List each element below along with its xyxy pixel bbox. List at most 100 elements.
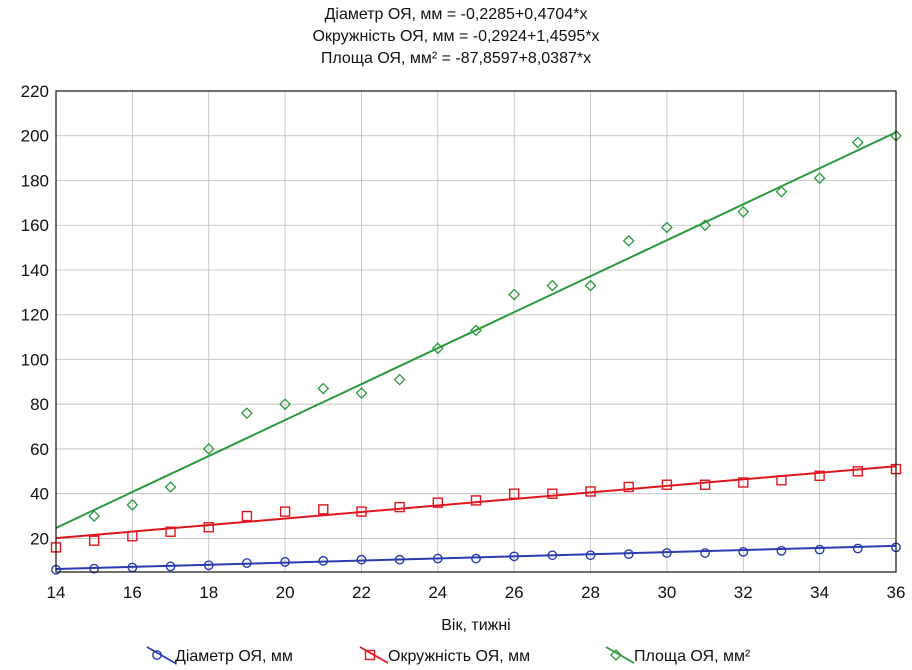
data-point-series-1 — [852, 543, 863, 554]
data-point-series-1 — [471, 553, 481, 564]
x-tick-label: 16 — [123, 583, 142, 602]
x-tick-label: 28 — [581, 583, 600, 602]
data-point-series-2 — [623, 481, 634, 493]
fit-lines — [55, 131, 897, 570]
legend-label-3: Площа ОЯ, мм² — [634, 648, 751, 665]
data-point-series-1 — [356, 554, 367, 565]
y-tick-label: 80 — [30, 395, 49, 414]
y-tick-label: 220 — [21, 82, 49, 101]
x-tick-label: 20 — [276, 583, 295, 602]
data-point-series-3 — [164, 481, 177, 493]
data-point-series-3 — [660, 221, 673, 234]
data-point-series-1 — [280, 557, 290, 567]
data-point-series-2 — [203, 522, 214, 533]
data-point-series-1 — [776, 545, 787, 556]
data-point-series-3 — [240, 407, 253, 420]
y-tick-label: 40 — [30, 485, 49, 504]
data-point-series-2 — [738, 477, 749, 488]
data-point-series-3 — [622, 234, 635, 247]
data-point-series-2 — [432, 497, 444, 508]
legend-line-3 — [605, 646, 635, 664]
data-point-series-2 — [279, 506, 291, 517]
x-tick-label: 26 — [505, 583, 524, 602]
data-point-series-3 — [470, 324, 482, 337]
y-tick-label: 120 — [21, 306, 49, 325]
data-point-series-2 — [470, 495, 482, 506]
x-tick-label: 18 — [199, 583, 218, 602]
x-tick-label: 24 — [428, 583, 447, 602]
data-point-series-1 — [432, 553, 443, 564]
chart-title-line-1: Діаметр ОЯ, мм = -0,2285+0,4704*x — [324, 6, 588, 23]
y-tick-label: 60 — [30, 440, 49, 459]
data-point-series-3 — [202, 443, 215, 455]
data-point-series-3 — [355, 387, 368, 399]
data-point-series-2 — [661, 479, 673, 490]
data-point-series-2 — [585, 486, 596, 497]
y-tick-label: 200 — [21, 127, 49, 146]
data-point-series-2 — [241, 510, 253, 522]
data-point-series-3 — [775, 185, 788, 198]
data-point-series-3 — [813, 172, 826, 185]
data-point-series-3 — [737, 205, 750, 218]
data-point-series-2 — [699, 479, 711, 490]
data-point-series-1 — [738, 546, 749, 557]
fit-line-series-3 — [55, 131, 897, 529]
data-point-series-3 — [317, 382, 330, 395]
y-tick-label: 140 — [21, 261, 49, 280]
legend: Діаметр ОЯ, мм Окружність ОЯ, мм Площа ОЯ,… — [146, 646, 751, 665]
data-point-series-2 — [88, 535, 100, 546]
data-point-series-2 — [165, 526, 176, 537]
data-points — [50, 129, 902, 575]
data-point-series-1 — [394, 554, 405, 565]
fit-line-series-2 — [55, 465, 897, 540]
x-tick-label: 30 — [657, 583, 676, 602]
x-tick-label: 36 — [887, 583, 906, 602]
x-axis-label: Вік, тижні — [441, 617, 510, 634]
data-point-series-1 — [509, 551, 520, 562]
legend-marker-3 — [610, 649, 622, 661]
data-point-series-3 — [546, 279, 559, 292]
fit-line-series-1 — [55, 544, 897, 570]
data-point-series-3 — [279, 398, 292, 411]
y-tick-label: 180 — [21, 171, 49, 190]
data-point-series-1 — [203, 560, 214, 571]
data-point-series-1 — [700, 548, 710, 558]
data-point-series-3 — [508, 288, 521, 301]
y-tick-label: 20 — [30, 529, 49, 548]
data-point-series-1 — [662, 548, 672, 558]
data-point-series-3 — [431, 342, 444, 355]
legend-marker-1 — [152, 650, 162, 660]
y-tick-label: 100 — [21, 350, 49, 369]
data-point-series-1 — [165, 561, 176, 572]
data-point-series-1 — [814, 544, 825, 555]
x-tick-label: 14 — [47, 583, 66, 602]
chart-title-line-3: Площа ОЯ, мм² = -87,8597+8,0387*x — [320, 50, 592, 67]
data-point-series-3 — [88, 510, 101, 522]
data-point-series-3 — [126, 498, 139, 511]
data-point-series-2 — [318, 504, 329, 515]
y-tick-label: 160 — [21, 216, 49, 235]
data-point-series-1 — [318, 555, 329, 566]
data-point-series-1 — [547, 550, 558, 561]
data-point-series-1 — [623, 549, 634, 560]
grid — [55, 90, 897, 572]
data-point-series-2 — [852, 466, 864, 477]
data-point-series-2 — [776, 475, 787, 486]
data-point-series-2 — [394, 501, 405, 513]
chart-title-line-2: Окружність ОЯ, мм = -0,2924+1,4595*x — [312, 28, 600, 45]
data-point-series-1 — [585, 550, 596, 561]
data-point-series-2 — [356, 506, 367, 517]
data-point-series-1 — [89, 563, 100, 574]
x-tick-label: 34 — [810, 583, 829, 602]
data-point-series-2 — [814, 470, 825, 481]
x-tick-label: 32 — [734, 583, 753, 602]
x-tick-label: 22 — [352, 583, 371, 602]
data-point-series-3 — [584, 279, 597, 292]
data-point-series-3 — [851, 136, 864, 149]
data-point-series-2 — [127, 531, 138, 542]
plot-frame — [55, 90, 897, 573]
data-point-series-2 — [547, 488, 558, 499]
legend-marker-2 — [364, 649, 376, 661]
legend-label-1: Діаметр ОЯ, мм — [175, 648, 293, 665]
